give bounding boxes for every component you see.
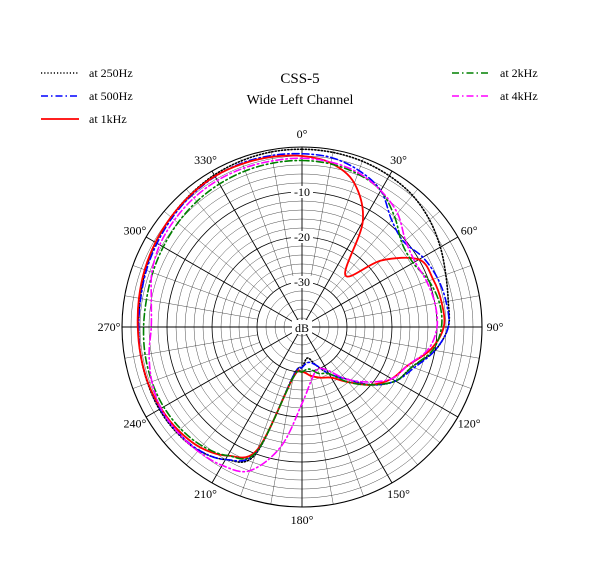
legend-label: at 2kHz — [500, 66, 538, 80]
legend-label: at 4kHz — [500, 89, 538, 103]
db-tick-label: -10 — [294, 185, 310, 199]
minor-spoke — [336, 355, 441, 443]
legend-label: at 1kHz — [89, 112, 127, 126]
angle-tick-label: 270° — [98, 320, 121, 334]
minor-spoke — [163, 211, 268, 299]
major-spoke — [145, 236, 303, 328]
series-layer — [136, 148, 451, 473]
series-line-at-500hz — [137, 152, 450, 462]
chart-subtitle: Wide Left Channel — [247, 93, 354, 108]
major-spoke — [211, 170, 303, 328]
minor-spoke — [317, 369, 364, 497]
db-tick-label: -30 — [294, 275, 310, 289]
minor-spoke — [240, 157, 287, 285]
unit-label-bg — [292, 320, 312, 334]
angle-tick-label: 330° — [194, 153, 217, 167]
axis-labels: 0° 30° 60° 90° 120° 150° 180° 210° 240° 270° 300° 3… — [98, 127, 504, 527]
db-tick-label: -20 — [294, 230, 310, 244]
minor-spoke — [132, 342, 260, 389]
radial-unit-label: dB — [295, 321, 309, 335]
db-label-bg — [291, 276, 313, 288]
angle-tick-label: 120° — [458, 417, 481, 431]
legend-label: at 250Hz — [89, 66, 133, 80]
minor-spoke — [270, 149, 295, 283]
major-spoke — [301, 326, 459, 418]
minor-spoke — [240, 369, 287, 497]
series-line-at-4khz — [148, 157, 439, 473]
major-spoke — [145, 326, 303, 418]
major-spoke — [301, 170, 393, 328]
major-spoke — [301, 326, 393, 484]
minor-spoke — [336, 211, 441, 299]
minor-spoke — [344, 265, 472, 312]
minor-spoke — [346, 295, 480, 320]
polar-grid — [121, 146, 483, 508]
angle-tick-label: 30° — [390, 153, 407, 167]
legend-label: at 500Hz — [89, 89, 133, 103]
chart-title: CSS-5 — [280, 71, 319, 87]
angle-tick-label: 240° — [123, 417, 146, 431]
db-label-bg — [291, 231, 313, 243]
minor-spoke — [346, 334, 480, 359]
minor-spoke — [309, 149, 334, 283]
series-line-at-1khz — [136, 154, 446, 459]
minor-spoke — [163, 355, 268, 443]
angle-tick-label: 300° — [123, 224, 146, 238]
angle-tick-label: 0° — [297, 127, 308, 141]
series-line-at-2khz — [142, 159, 443, 460]
major-spoke — [301, 236, 459, 328]
legend: at 250Hz at 500Hz at 1kHz at 2kHz at 4kHz — [41, 66, 538, 126]
major-spoke — [211, 326, 303, 484]
angle-tick-label: 210° — [194, 487, 217, 501]
minor-spoke — [309, 371, 334, 505]
db-label-bg — [291, 186, 313, 198]
minor-spoke — [132, 265, 260, 312]
minor-spoke — [317, 157, 364, 285]
angle-tick-label: 90° — [487, 320, 504, 334]
angle-tick-label: 150° — [387, 487, 410, 501]
minor-spoke — [124, 334, 258, 359]
minor-spoke — [270, 371, 295, 505]
angle-tick-label: 180° — [291, 513, 314, 527]
angle-tick-label: 60° — [461, 224, 478, 238]
minor-spoke — [186, 188, 274, 293]
